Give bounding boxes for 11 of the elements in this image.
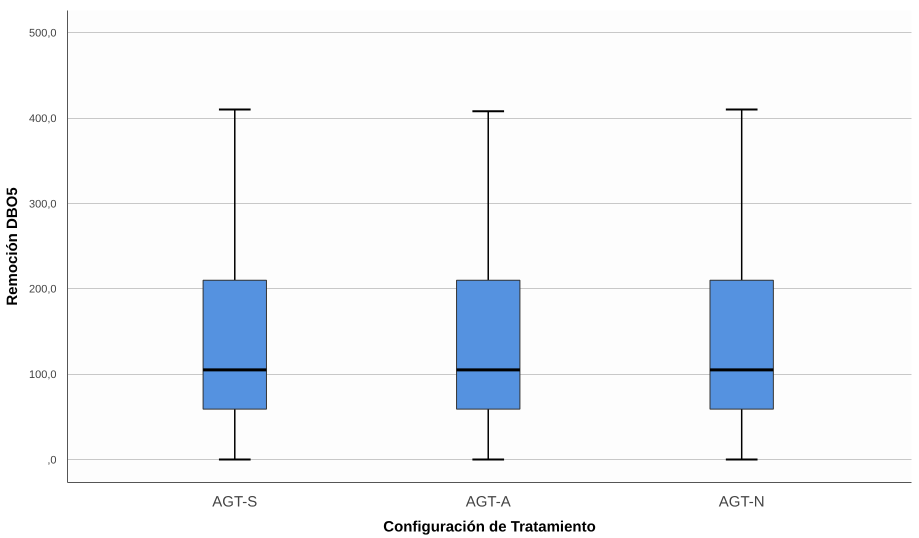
y-tick-label: 100,0 (28, 369, 57, 382)
x-tick-label: AGT-A (466, 494, 511, 510)
y-tick-label: 500,0 (28, 28, 57, 40)
y-tick-label: 400,0 (28, 113, 57, 126)
x-axis-title: Configuración de Tratamiento (383, 518, 596, 536)
y-tick-label: 300,0 (28, 198, 57, 210)
y-axis-title: Remoción DBO5 (4, 187, 21, 306)
x-tick-label: AGT-S (212, 494, 258, 510)
x-tick-label: AGT-N (718, 494, 765, 510)
y-tick-label: ,0 (47, 454, 57, 466)
y-tick-label: 200,0 (28, 284, 57, 296)
